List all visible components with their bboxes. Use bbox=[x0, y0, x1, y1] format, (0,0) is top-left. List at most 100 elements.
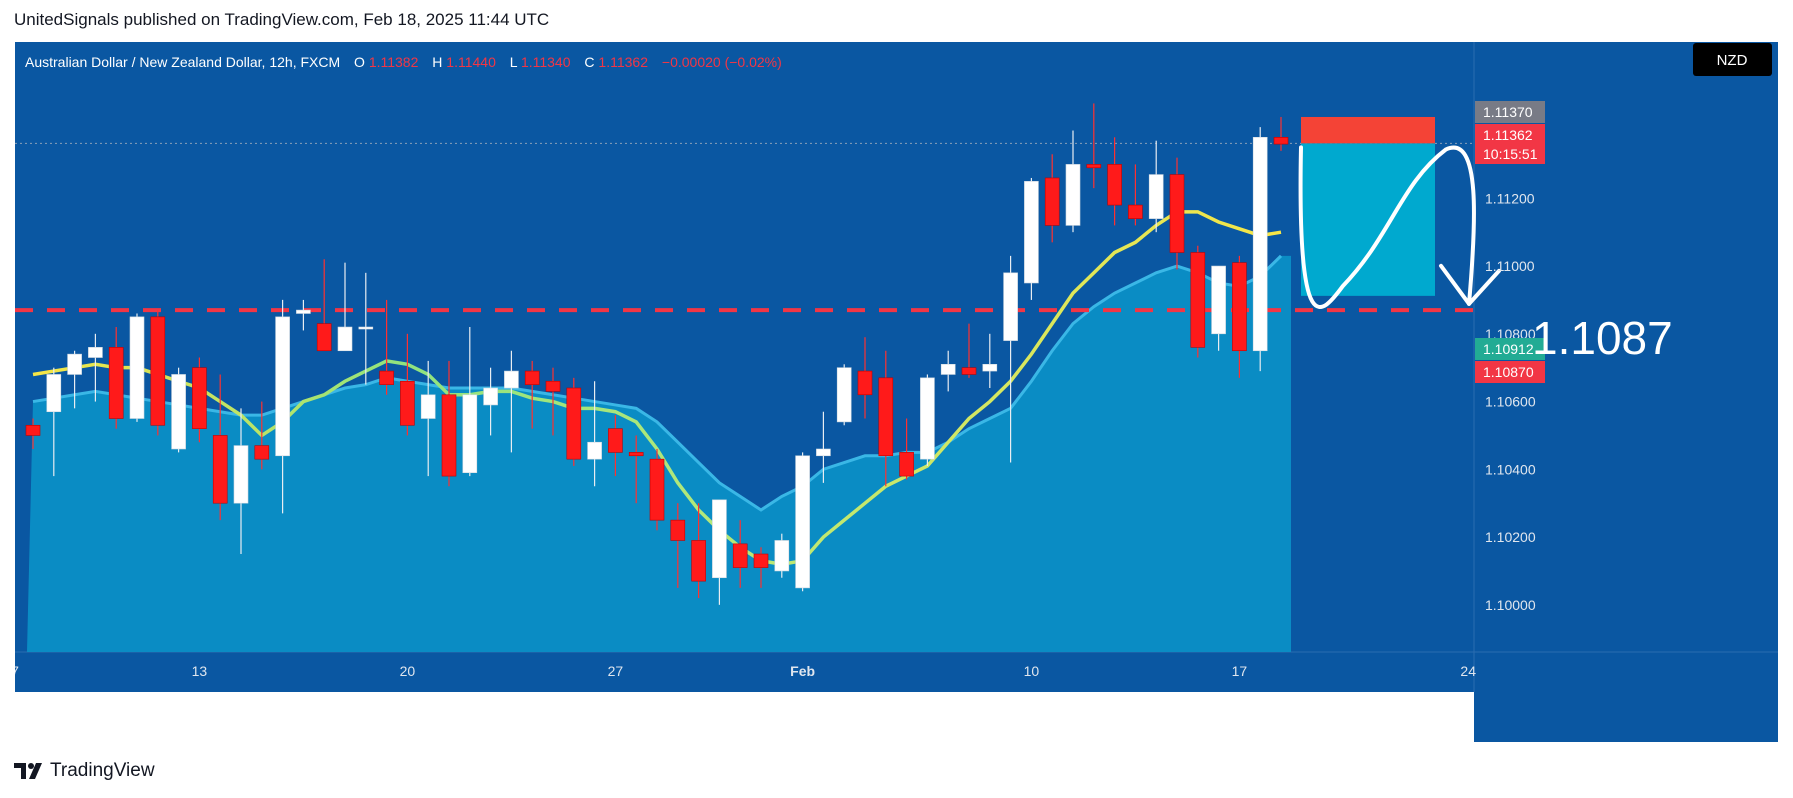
y-tick-label: 1.10800 bbox=[1485, 326, 1536, 342]
candle bbox=[1169, 157, 1185, 270]
candle-body bbox=[649, 458, 665, 521]
candle-body bbox=[524, 370, 540, 385]
candle-body bbox=[545, 380, 561, 392]
candle-body bbox=[337, 326, 353, 352]
low-label: L bbox=[510, 54, 518, 70]
candle bbox=[192, 357, 207, 443]
candle bbox=[732, 520, 748, 588]
candle bbox=[1190, 245, 1206, 358]
high-value: 1.11440 bbox=[446, 54, 496, 70]
price-label-text: 1.11362 bbox=[1483, 127, 1533, 143]
price-label-bg bbox=[1475, 338, 1545, 360]
candle-body bbox=[400, 380, 415, 426]
price-label: 1.11370 bbox=[1475, 101, 1545, 123]
footer-brand[interactable]: TradingView bbox=[14, 760, 155, 782]
candle-body bbox=[878, 377, 894, 457]
candle-body bbox=[982, 363, 998, 372]
candle-body bbox=[566, 387, 582, 460]
candle bbox=[1065, 130, 1081, 233]
candle bbox=[25, 418, 41, 449]
candle bbox=[1128, 164, 1143, 226]
price-label-bg bbox=[1475, 101, 1545, 123]
x-tick-label: 20 bbox=[400, 663, 416, 679]
x-tick-label: 7 bbox=[15, 663, 19, 679]
price-label-bg bbox=[1475, 124, 1545, 164]
candle bbox=[108, 327, 124, 429]
close-value: 1.11362 bbox=[598, 54, 648, 70]
y-tick-label: 1.11000 bbox=[1485, 258, 1535, 274]
publish-header: UnitedSignals published on TradingView.c… bbox=[14, 10, 550, 29]
candle-body bbox=[192, 367, 207, 429]
x-tick-label: Feb bbox=[790, 663, 815, 679]
candle-body bbox=[233, 445, 249, 504]
candle bbox=[836, 364, 852, 426]
candle bbox=[587, 381, 602, 487]
candle-body bbox=[1211, 265, 1226, 335]
take-profit-zone bbox=[1301, 143, 1435, 296]
candle-body bbox=[1190, 252, 1206, 348]
candle bbox=[1107, 137, 1122, 226]
y-tick-label: 1.10000 bbox=[1485, 597, 1536, 613]
candle bbox=[899, 418, 914, 480]
candle-body bbox=[25, 424, 41, 436]
candle-body bbox=[1128, 204, 1143, 219]
target-annotation: 1.1087 bbox=[1532, 312, 1673, 364]
candle-body bbox=[1107, 164, 1122, 206]
x-tick-label: 10 bbox=[1024, 663, 1040, 679]
price-label-bg bbox=[1475, 361, 1545, 383]
candle-body bbox=[587, 441, 602, 460]
candle-body bbox=[628, 452, 644, 457]
low-value: 1.11340 bbox=[521, 54, 571, 70]
symbol-legend: Australian Dollar / New Zealand Dollar, … bbox=[25, 54, 782, 70]
candle-body bbox=[171, 374, 186, 450]
candle bbox=[504, 350, 519, 453]
candle bbox=[1252, 127, 1268, 372]
candle bbox=[982, 333, 998, 389]
candle-body bbox=[608, 428, 623, 453]
candle bbox=[337, 262, 353, 352]
stop-loss-zone bbox=[1301, 116, 1435, 144]
candlestick-chart[interactable]: 1.10000 1.10200 1.10400 1.10600 1.10800 1.110… bbox=[11, 42, 1778, 742]
candle bbox=[358, 272, 374, 385]
candle-body bbox=[1086, 164, 1102, 169]
candle-body bbox=[441, 394, 457, 477]
candle-body bbox=[1044, 177, 1060, 226]
currency-badge[interactable]: NZD bbox=[1693, 43, 1772, 76]
candle-body bbox=[836, 367, 852, 423]
candle-body bbox=[88, 347, 103, 358]
time-axis-background bbox=[15, 652, 1474, 692]
candle-body bbox=[1148, 174, 1164, 219]
candle-body bbox=[420, 394, 436, 419]
candle bbox=[1086, 103, 1102, 189]
candle bbox=[483, 367, 498, 436]
candle-body bbox=[691, 540, 706, 582]
x-tick-label: 17 bbox=[1232, 663, 1248, 679]
candle bbox=[129, 313, 145, 422]
close-label: C bbox=[584, 54, 594, 70]
candle bbox=[1003, 255, 1018, 463]
candle-body bbox=[1024, 181, 1039, 284]
candle-body bbox=[462, 394, 478, 474]
x-tick-label: 13 bbox=[192, 663, 208, 679]
candle-body bbox=[212, 435, 228, 504]
candle bbox=[649, 448, 665, 531]
candle bbox=[88, 333, 103, 402]
candle-body bbox=[67, 353, 82, 375]
candle-body bbox=[795, 455, 810, 589]
candle bbox=[1044, 154, 1060, 243]
candle-body bbox=[1273, 137, 1289, 145]
chart-area[interactable]: 1.10000 1.10200 1.10400 1.10600 1.10800 1.110… bbox=[11, 42, 1778, 742]
candle bbox=[1273, 116, 1289, 151]
candle-body bbox=[899, 452, 914, 477]
candle-body bbox=[774, 540, 790, 572]
candle bbox=[379, 299, 394, 395]
x-tick-label: 24 bbox=[1460, 663, 1476, 679]
open-value: 1.11382 bbox=[369, 54, 419, 70]
candle-body bbox=[358, 326, 374, 330]
candle bbox=[254, 401, 270, 470]
candle-body bbox=[483, 387, 498, 406]
price-label-text: 1.10912 bbox=[1483, 341, 1534, 357]
candle bbox=[691, 503, 706, 599]
candle-body bbox=[379, 370, 394, 385]
candle bbox=[670, 503, 686, 588]
